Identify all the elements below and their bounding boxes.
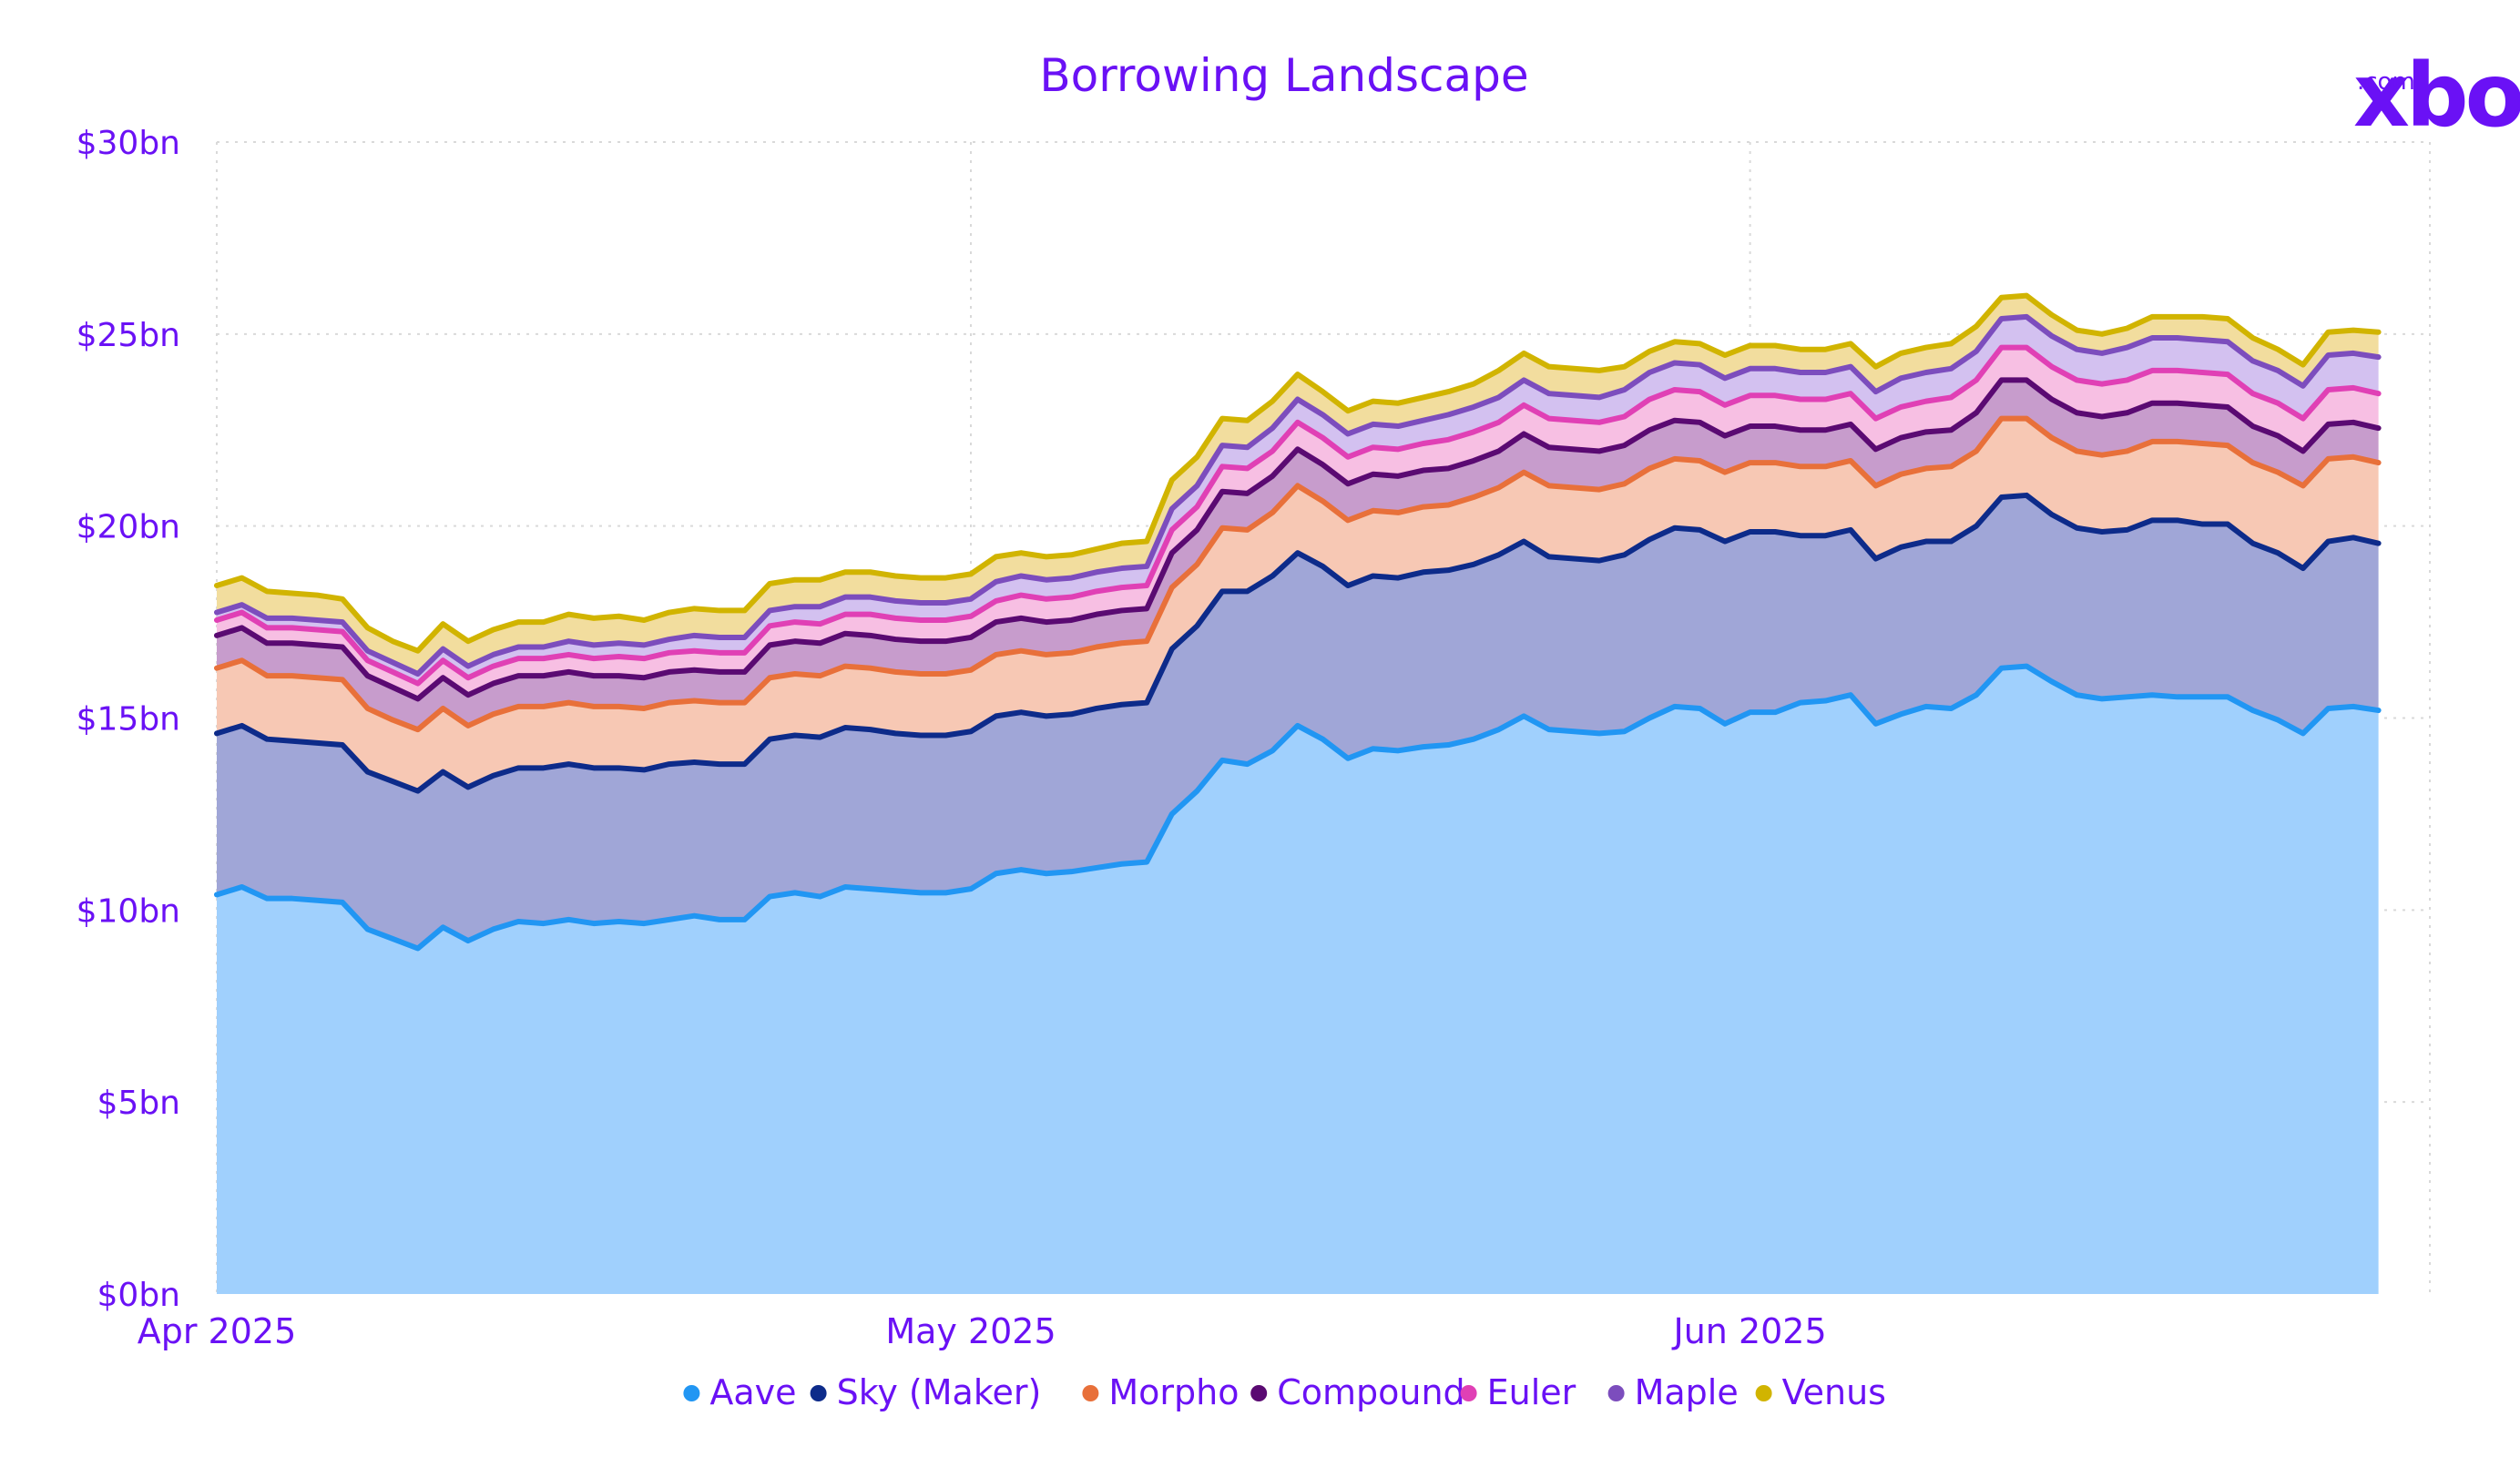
chart-title: Borrowing Landscape bbox=[1039, 49, 1528, 102]
y-tick-label: $5bn bbox=[97, 1085, 180, 1122]
legend-label: Compound bbox=[1277, 1372, 1464, 1412]
area-morpho bbox=[217, 418, 2379, 791]
legend-label: Venus bbox=[1782, 1372, 1886, 1412]
legend-label: Euler bbox=[1487, 1372, 1576, 1412]
x-tick-label: Jun 2025 bbox=[1672, 1311, 1827, 1351]
legend-marker bbox=[1082, 1385, 1099, 1401]
x-axis: Apr 2025 May 2025 Jun 2025 bbox=[138, 1311, 1827, 1351]
y-tick-label: $0bn bbox=[97, 1277, 180, 1314]
logo-wordmark: xbo bbox=[2353, 45, 2520, 147]
y-tick-label: $10bn bbox=[77, 892, 180, 930]
area-maple bbox=[217, 316, 2379, 684]
logo-domain: .com bbox=[2357, 68, 2415, 96]
y-axis: $0bn $5bn $10bn $15bn $20bn $25bn $30bn bbox=[77, 125, 180, 1314]
legend-marker bbox=[1250, 1385, 1268, 1401]
area-aave bbox=[217, 666, 2379, 1294]
xbo-logo: xbo .com bbox=[2353, 45, 2520, 147]
line-venus bbox=[214, 292, 2382, 654]
legend-label: Sky (Maker) bbox=[837, 1372, 1042, 1412]
line-compound bbox=[214, 377, 2382, 702]
legend-marker bbox=[683, 1385, 700, 1401]
y-tick-label: $30bn bbox=[77, 125, 180, 162]
legend-item-sky-maker[interactable]: Sky (Maker) bbox=[810, 1372, 1042, 1412]
y-tick-label: $20bn bbox=[77, 509, 180, 546]
legend-marker bbox=[1755, 1385, 1772, 1401]
legend-marker bbox=[1607, 1385, 1625, 1401]
legend-label: Aave bbox=[709, 1372, 796, 1412]
line-aave bbox=[214, 663, 2382, 952]
legend-label: Morpho bbox=[1108, 1372, 1239, 1412]
line-maple bbox=[214, 313, 2382, 678]
area-sky-maker bbox=[217, 494, 2379, 949]
legend-item-maple[interactable]: Maple bbox=[1607, 1372, 1739, 1412]
legend-label: Maple bbox=[1635, 1372, 1739, 1412]
line-morpho bbox=[214, 415, 2382, 733]
y-tick-label: $15bn bbox=[77, 701, 180, 739]
legend-item-euler[interactable]: Euler bbox=[1460, 1372, 1576, 1412]
legend-item-morpho[interactable]: Morpho bbox=[1082, 1372, 1240, 1412]
legend-item-venus[interactable]: Venus bbox=[1755, 1372, 1886, 1412]
area-euler bbox=[217, 347, 2379, 699]
legend-item-aave[interactable]: Aave bbox=[683, 1372, 797, 1412]
x-tick-label: May 2025 bbox=[885, 1311, 1056, 1351]
legend-marker bbox=[810, 1385, 827, 1401]
y-tick-label: $25bn bbox=[77, 317, 180, 354]
legend-marker bbox=[1460, 1385, 1477, 1401]
line-euler bbox=[214, 344, 2382, 687]
series-lines bbox=[214, 292, 2382, 952]
stacked-areas bbox=[217, 295, 2379, 1294]
line-sky-maker bbox=[214, 492, 2382, 794]
x-tick-label: Apr 2025 bbox=[138, 1311, 297, 1351]
legend: Aave Sky (Maker) Morpho Compound Euler Maple V… bbox=[683, 1372, 1886, 1412]
legend-item-compound[interactable]: Compound bbox=[1250, 1372, 1465, 1412]
